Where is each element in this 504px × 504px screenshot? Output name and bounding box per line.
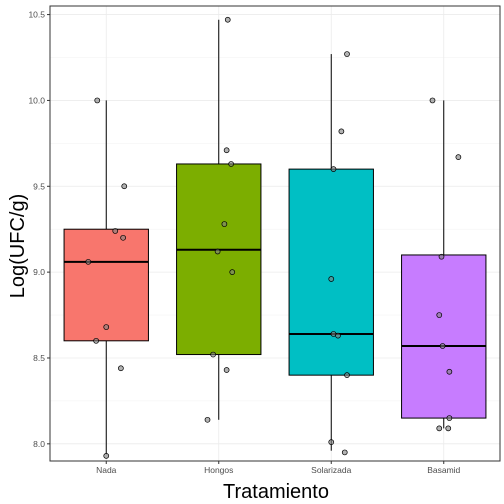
data-point xyxy=(446,415,453,421)
data-point xyxy=(338,128,345,135)
y-tick-label: 9.5 xyxy=(33,181,45,191)
data-point xyxy=(204,416,211,423)
data-point xyxy=(328,439,335,445)
data-point xyxy=(330,166,337,172)
data-point xyxy=(121,183,128,190)
data-point xyxy=(221,221,228,227)
data-point xyxy=(439,343,446,349)
data-point xyxy=(341,449,348,456)
box-nada xyxy=(63,100,149,455)
data-point xyxy=(118,365,124,372)
data-point xyxy=(446,368,453,375)
x-axis: Nada Hongos Solarizada Basamid xyxy=(96,461,461,475)
y-tick-label: 8.0 xyxy=(33,439,45,449)
x-tick-label: Solarizada xyxy=(311,465,351,475)
box-hongos xyxy=(176,19,262,420)
data-point xyxy=(335,332,341,339)
data-point xyxy=(120,234,126,241)
data-point xyxy=(93,337,99,344)
data-point xyxy=(328,276,335,282)
data-point xyxy=(85,258,92,265)
x-tick-label: Basamid xyxy=(427,465,460,475)
data-point xyxy=(445,425,452,432)
data-point xyxy=(94,97,101,104)
data-point xyxy=(436,425,443,432)
data-point xyxy=(436,312,443,318)
y-tick-label: 9.0 xyxy=(33,267,45,277)
data-point xyxy=(229,269,236,275)
data-point xyxy=(344,51,350,57)
points-layer xyxy=(85,16,462,459)
y-axis: 8.0 8.5 9.0 9.5 10.0 10.5 xyxy=(28,10,50,449)
data-point xyxy=(112,228,119,234)
x-axis-title: Tratamiento xyxy=(223,481,329,503)
data-point xyxy=(224,16,231,23)
data-point xyxy=(455,154,462,160)
data-point xyxy=(210,351,216,358)
y-tick-label: 10.5 xyxy=(28,10,45,20)
y-tick-label: 8.5 xyxy=(33,353,45,363)
data-point xyxy=(103,452,110,459)
y-tick-label: 10.0 xyxy=(28,95,45,105)
box-body xyxy=(401,254,487,419)
data-point xyxy=(438,253,445,260)
boxes-layer xyxy=(63,19,487,455)
box-body xyxy=(288,168,374,376)
x-tick-label: Hongos xyxy=(204,465,233,475)
x-tick-label: Nada xyxy=(96,465,117,475)
data-point xyxy=(344,372,350,379)
box-solarizada xyxy=(288,54,374,451)
data-point xyxy=(223,367,230,373)
data-point xyxy=(214,248,221,255)
y-axis-title: Log(UFC/g) xyxy=(7,194,29,298)
data-point xyxy=(223,147,230,154)
box-body xyxy=(63,228,149,342)
box-body xyxy=(176,163,262,356)
data-point xyxy=(228,161,234,167)
data-point xyxy=(429,97,436,104)
data-point xyxy=(103,324,110,330)
panel-border xyxy=(49,5,501,462)
